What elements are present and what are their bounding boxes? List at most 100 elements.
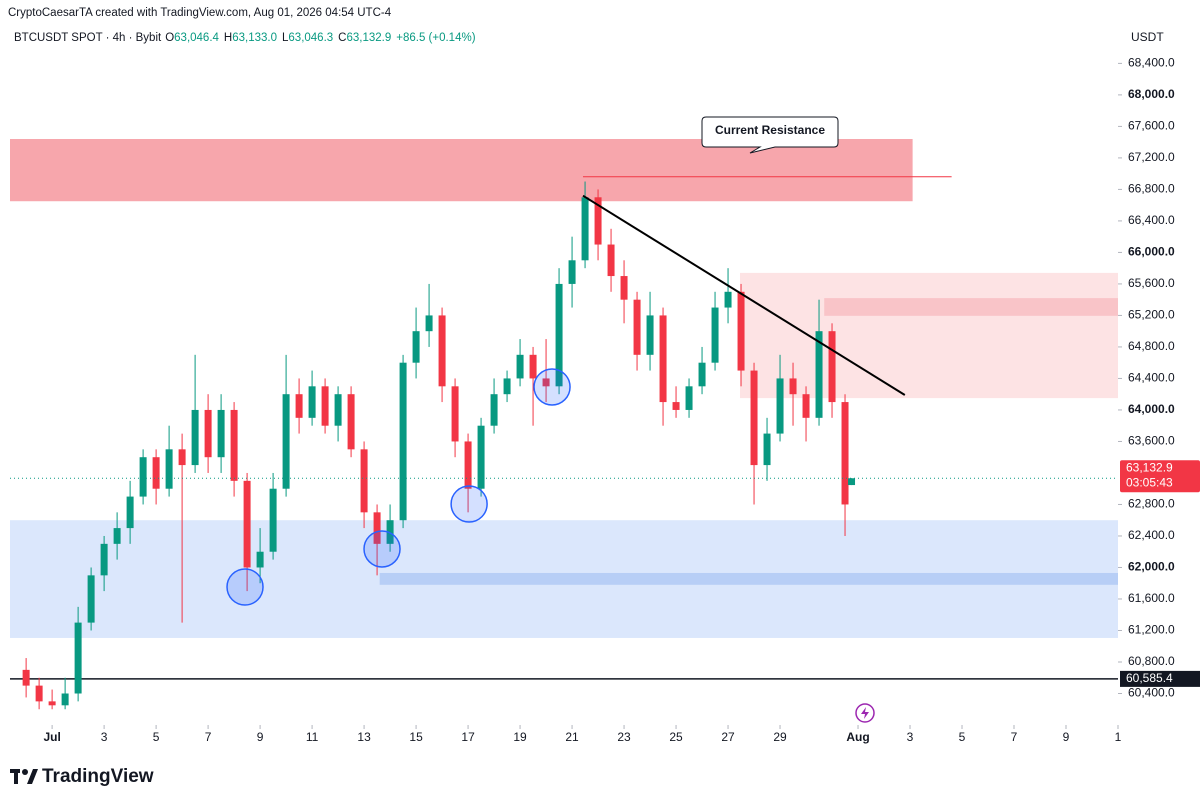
body: [139, 457, 147, 497]
body: [646, 315, 654, 355]
candle: [750, 362, 758, 505]
body: [373, 512, 381, 544]
circle-marker: [226, 568, 264, 606]
body: [425, 315, 433, 332]
x-tick-label: 23: [617, 730, 631, 744]
candle: [698, 346, 706, 395]
x-tick-label: 25: [669, 730, 683, 744]
x-tick-label: 1: [1115, 730, 1122, 744]
body: [750, 370, 758, 466]
body: [191, 409, 199, 466]
support-tag: [1120, 670, 1200, 687]
body: [178, 449, 186, 466]
candle: [100, 535, 108, 592]
y-tick-label: 62,400.0: [1128, 528, 1175, 542]
y-tick-label: 68,400.0: [1128, 56, 1175, 70]
candle: [217, 394, 225, 473]
candle: [139, 449, 147, 505]
y-unit: USDT: [1131, 30, 1164, 44]
candle: [438, 307, 446, 403]
body: [152, 457, 160, 489]
y-tick-label: 63,600.0: [1128, 434, 1175, 448]
ohlc-key: H: [224, 32, 232, 44]
callout-box: [701, 116, 839, 154]
body: [620, 276, 628, 300]
x-tick-label: 9: [1063, 730, 1070, 744]
candle: [282, 354, 290, 497]
candle: [490, 378, 498, 434]
body: [841, 402, 849, 505]
body: [230, 409, 238, 481]
attribution: CryptoCaesarTA created with TradingView.…: [8, 7, 392, 19]
body: [581, 197, 589, 261]
candle: [711, 291, 719, 371]
candle: [230, 402, 238, 497]
candle: [516, 339, 524, 387]
body: [711, 307, 719, 363]
candle: [815, 299, 823, 426]
body: [763, 433, 771, 466]
candle: [568, 236, 576, 308]
body: [594, 197, 602, 245]
ohlc-key: O: [165, 32, 174, 44]
alert-icon: [855, 703, 875, 723]
x-tick-label: 19: [513, 730, 527, 744]
ohlc-key: C: [338, 32, 346, 44]
y-tick-label: 68,000.0: [1128, 87, 1175, 101]
last-price-tag: [1120, 460, 1200, 493]
y-tick-label: 66,400.0: [1128, 213, 1175, 227]
candle: [204, 394, 212, 473]
candle: [828, 323, 836, 418]
candle: [841, 394, 849, 536]
candle: [399, 354, 407, 529]
change: +86.5 (+0.14%): [396, 32, 475, 44]
body: [503, 378, 511, 395]
zone: [379, 572, 1119, 585]
y-tick-label: 65,600.0: [1128, 276, 1175, 290]
y-tick-label: 67,200.0: [1128, 150, 1175, 164]
candle: [659, 307, 667, 426]
candle: [848, 478, 856, 486]
body: [412, 331, 420, 363]
x-tick-label: Aug: [846, 730, 869, 744]
candle: [802, 386, 810, 442]
body: [22, 669, 30, 686]
candle: [48, 689, 56, 710]
y-tick-label: 66,800.0: [1128, 182, 1175, 196]
candle: [113, 512, 121, 560]
y-tick-label: 64,800.0: [1128, 339, 1175, 353]
body: [659, 315, 667, 403]
x-tick-label: 21: [565, 730, 579, 744]
x-tick-label: 7: [205, 730, 212, 744]
body: [516, 354, 524, 379]
candle: [308, 370, 316, 426]
body: [308, 386, 316, 418]
body: [789, 378, 797, 395]
zone: [740, 272, 1118, 399]
body: [321, 386, 329, 426]
candle: [555, 268, 563, 395]
circle-marker: [533, 368, 571, 406]
body: [568, 260, 576, 284]
circle-marker: [363, 530, 401, 568]
ohlc-value: 63,132.9: [346, 32, 391, 44]
candle: [152, 449, 160, 505]
x-tick-label: 5: [959, 730, 966, 744]
trendline: [582, 194, 906, 396]
body: [848, 478, 856, 486]
candle: [22, 658, 30, 698]
candle: [334, 386, 342, 442]
candle: [477, 417, 485, 497]
candle: [61, 677, 69, 710]
y-tick-label: 61,600.0: [1128, 591, 1175, 605]
candle: [763, 417, 771, 481]
x-tick-label: 15: [409, 730, 423, 744]
body: [828, 331, 836, 403]
candle: [321, 378, 329, 434]
candle: [724, 268, 732, 324]
support-label: 60,585.4: [1126, 671, 1173, 685]
circle-marker: [450, 485, 488, 523]
candle: [412, 307, 420, 379]
body: [100, 543, 108, 576]
x-tick-label: 7: [1011, 730, 1018, 744]
